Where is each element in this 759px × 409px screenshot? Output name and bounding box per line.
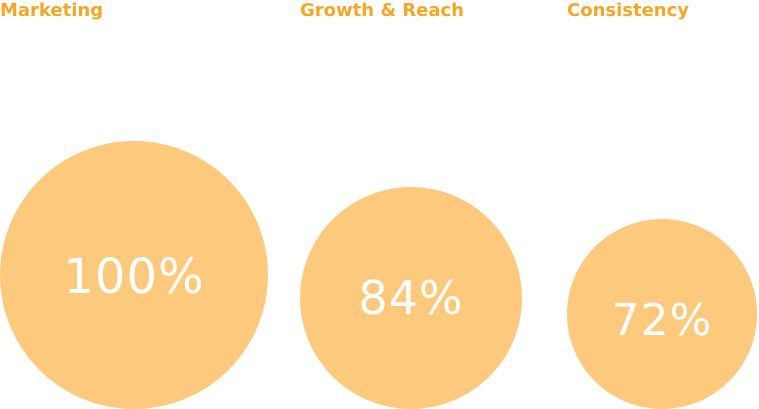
metric-title-growth-reach: Growth & Reach [300, 0, 464, 21]
metric-value-consistency: 72% [611, 294, 713, 346]
metric-title-marketing: Marketing [0, 0, 104, 21]
metric-value-marketing: 100% [63, 249, 205, 305]
metric-title-consistency: Consistency [567, 0, 690, 21]
metric-bubble-marketing: 100% [0, 141, 268, 409]
metric-bubble-consistency: 72% [567, 219, 757, 409]
metric-bubble-growth-reach: 84% [300, 187, 522, 409]
metric-value-growth-reach: 84% [358, 271, 464, 325]
